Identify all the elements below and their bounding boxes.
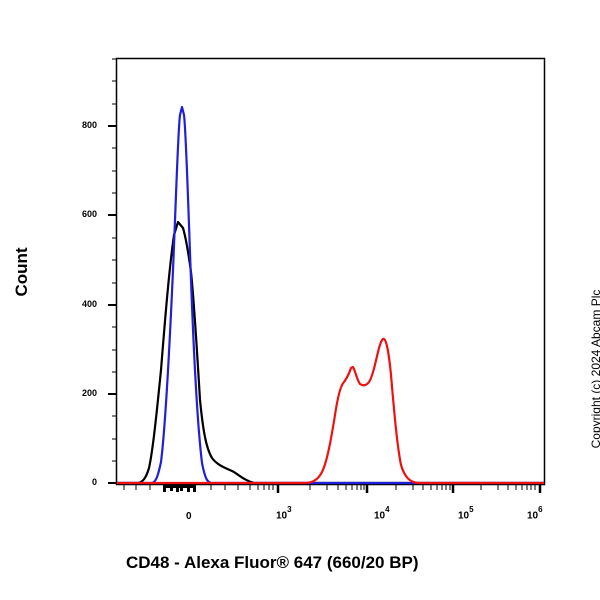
xtick-1e3-exp: 3 [287,505,292,514]
x-axis-label: CD48 - Alexa Fluor® 647 (660/20 BP) [126,553,419,572]
xtick-label-1e4: 104 [374,505,390,522]
x-axis-major-ticks [276,485,542,493]
xtick-1e5-base: 10 [458,510,470,522]
xtick-label-0: 0 [186,511,192,522]
ytick-label-400: 400 [81,299,97,309]
xtick-1e4-exp: 4 [385,505,390,514]
y-axis-label: Count [12,247,31,297]
series-isotype-blue [117,105,544,485]
xtick-1e6-base: 10 [527,510,539,522]
copyright-notice: Copyright (c) 2024 Abcam Plc [589,289,600,449]
x-axis-linear-region-ticks [163,485,196,492]
xtick-1e6-exp: 6 [538,505,543,514]
xtick-1e5-exp: 5 [469,505,474,514]
xtick-1e4-base: 10 [374,510,386,522]
y-axis-minor-ticks [112,58,117,462]
series-stained-red [117,337,544,485]
ytick-label-0: 0 [91,477,97,487]
y-axis-ticks [108,125,117,484]
xtick-1e3-base: 10 [276,510,288,522]
ytick-label-800: 800 [81,120,97,130]
x-axis-ticks [123,485,536,490]
plot-frame [115,57,546,486]
xtick-label-1e3: 103 [276,505,292,522]
xtick-label-1e5: 105 [458,505,474,522]
ytick-label-200: 200 [81,388,97,398]
xtick-label-1e6: 106 [527,505,543,522]
ytick-label-600: 600 [81,209,97,219]
